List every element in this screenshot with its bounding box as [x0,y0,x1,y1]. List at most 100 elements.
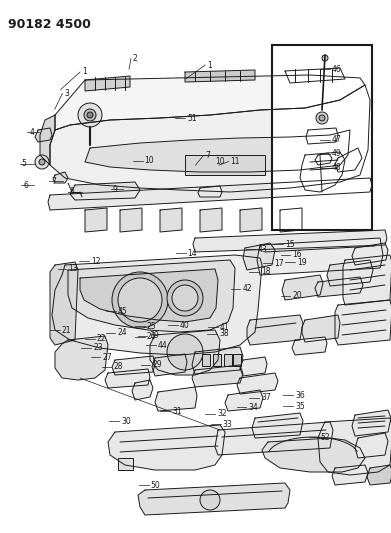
Polygon shape [225,390,263,411]
Text: 25: 25 [147,322,156,330]
Text: 36: 36 [295,391,305,400]
Text: 31: 31 [172,407,182,416]
Text: 12: 12 [91,257,100,265]
Text: 49: 49 [332,149,341,158]
Text: 42: 42 [242,285,252,293]
Text: 9: 9 [113,185,117,193]
Polygon shape [335,148,362,172]
Polygon shape [335,300,391,345]
Polygon shape [300,152,345,192]
Polygon shape [306,128,338,144]
Polygon shape [198,186,222,197]
Text: 39: 39 [149,332,159,340]
Polygon shape [40,115,55,165]
Polygon shape [352,410,391,436]
Polygon shape [257,238,383,275]
Polygon shape [247,315,303,345]
Text: 7: 7 [51,177,56,185]
Polygon shape [152,354,187,376]
Polygon shape [332,465,368,485]
Polygon shape [200,208,222,232]
Polygon shape [302,315,340,342]
Polygon shape [318,418,391,475]
Text: 44: 44 [158,341,167,350]
Text: 90182 4500: 90182 4500 [8,18,91,31]
Polygon shape [192,347,243,374]
Text: 1: 1 [207,61,212,69]
Text: 35: 35 [295,402,305,410]
Text: 15: 15 [285,240,295,248]
Polygon shape [112,356,155,375]
Text: 7: 7 [205,151,210,160]
Polygon shape [367,465,391,485]
Polygon shape [240,208,262,232]
Polygon shape [262,438,365,472]
Polygon shape [240,357,267,376]
Text: 51: 51 [187,114,197,123]
Polygon shape [68,260,235,332]
Polygon shape [280,208,302,232]
Text: 27: 27 [102,353,112,361]
Text: 23: 23 [93,343,103,352]
Text: 45: 45 [118,307,128,316]
Polygon shape [292,337,327,355]
Polygon shape [237,373,278,394]
Text: 3: 3 [65,89,69,98]
Circle shape [35,155,49,169]
Polygon shape [343,255,391,305]
Bar [224,354,232,366]
Text: 46: 46 [332,65,341,74]
Polygon shape [120,208,142,232]
Bar [202,354,210,366]
Polygon shape [282,275,323,300]
Text: 28: 28 [113,362,123,371]
Text: 34: 34 [248,403,258,411]
Text: 41: 41 [220,323,230,332]
Polygon shape [70,182,140,200]
Circle shape [172,285,198,311]
Text: 43: 43 [258,245,268,254]
Bar [213,354,221,366]
Text: 50: 50 [151,481,160,489]
Circle shape [167,334,203,370]
Polygon shape [35,128,52,142]
Polygon shape [252,413,303,438]
Polygon shape [215,422,333,455]
Polygon shape [138,483,290,515]
Circle shape [118,278,162,322]
Polygon shape [108,425,225,470]
Text: 16: 16 [292,251,302,259]
Circle shape [112,272,168,328]
Polygon shape [285,68,345,83]
Bar [118,458,133,470]
Bar [272,45,372,230]
Polygon shape [327,260,373,286]
Polygon shape [80,269,218,322]
Circle shape [316,112,328,124]
Text: 1: 1 [82,68,87,76]
Polygon shape [85,130,350,172]
Text: 17: 17 [274,259,284,268]
Polygon shape [132,380,153,400]
Polygon shape [150,330,220,375]
Polygon shape [50,85,370,192]
Polygon shape [50,262,78,345]
Text: 6: 6 [23,181,28,190]
Bar [185,155,265,175]
Text: 20: 20 [292,292,302,300]
Circle shape [319,115,325,121]
Polygon shape [315,277,363,297]
Polygon shape [355,433,388,458]
Circle shape [167,280,203,316]
Polygon shape [55,336,108,380]
Text: 13: 13 [68,264,78,273]
Text: 29: 29 [152,360,162,369]
Text: 40: 40 [180,321,190,329]
Polygon shape [52,255,262,355]
Text: 4: 4 [29,128,34,136]
Polygon shape [352,243,388,265]
Circle shape [39,159,45,165]
Polygon shape [85,76,130,91]
Polygon shape [192,365,243,387]
Text: 5: 5 [22,159,26,168]
